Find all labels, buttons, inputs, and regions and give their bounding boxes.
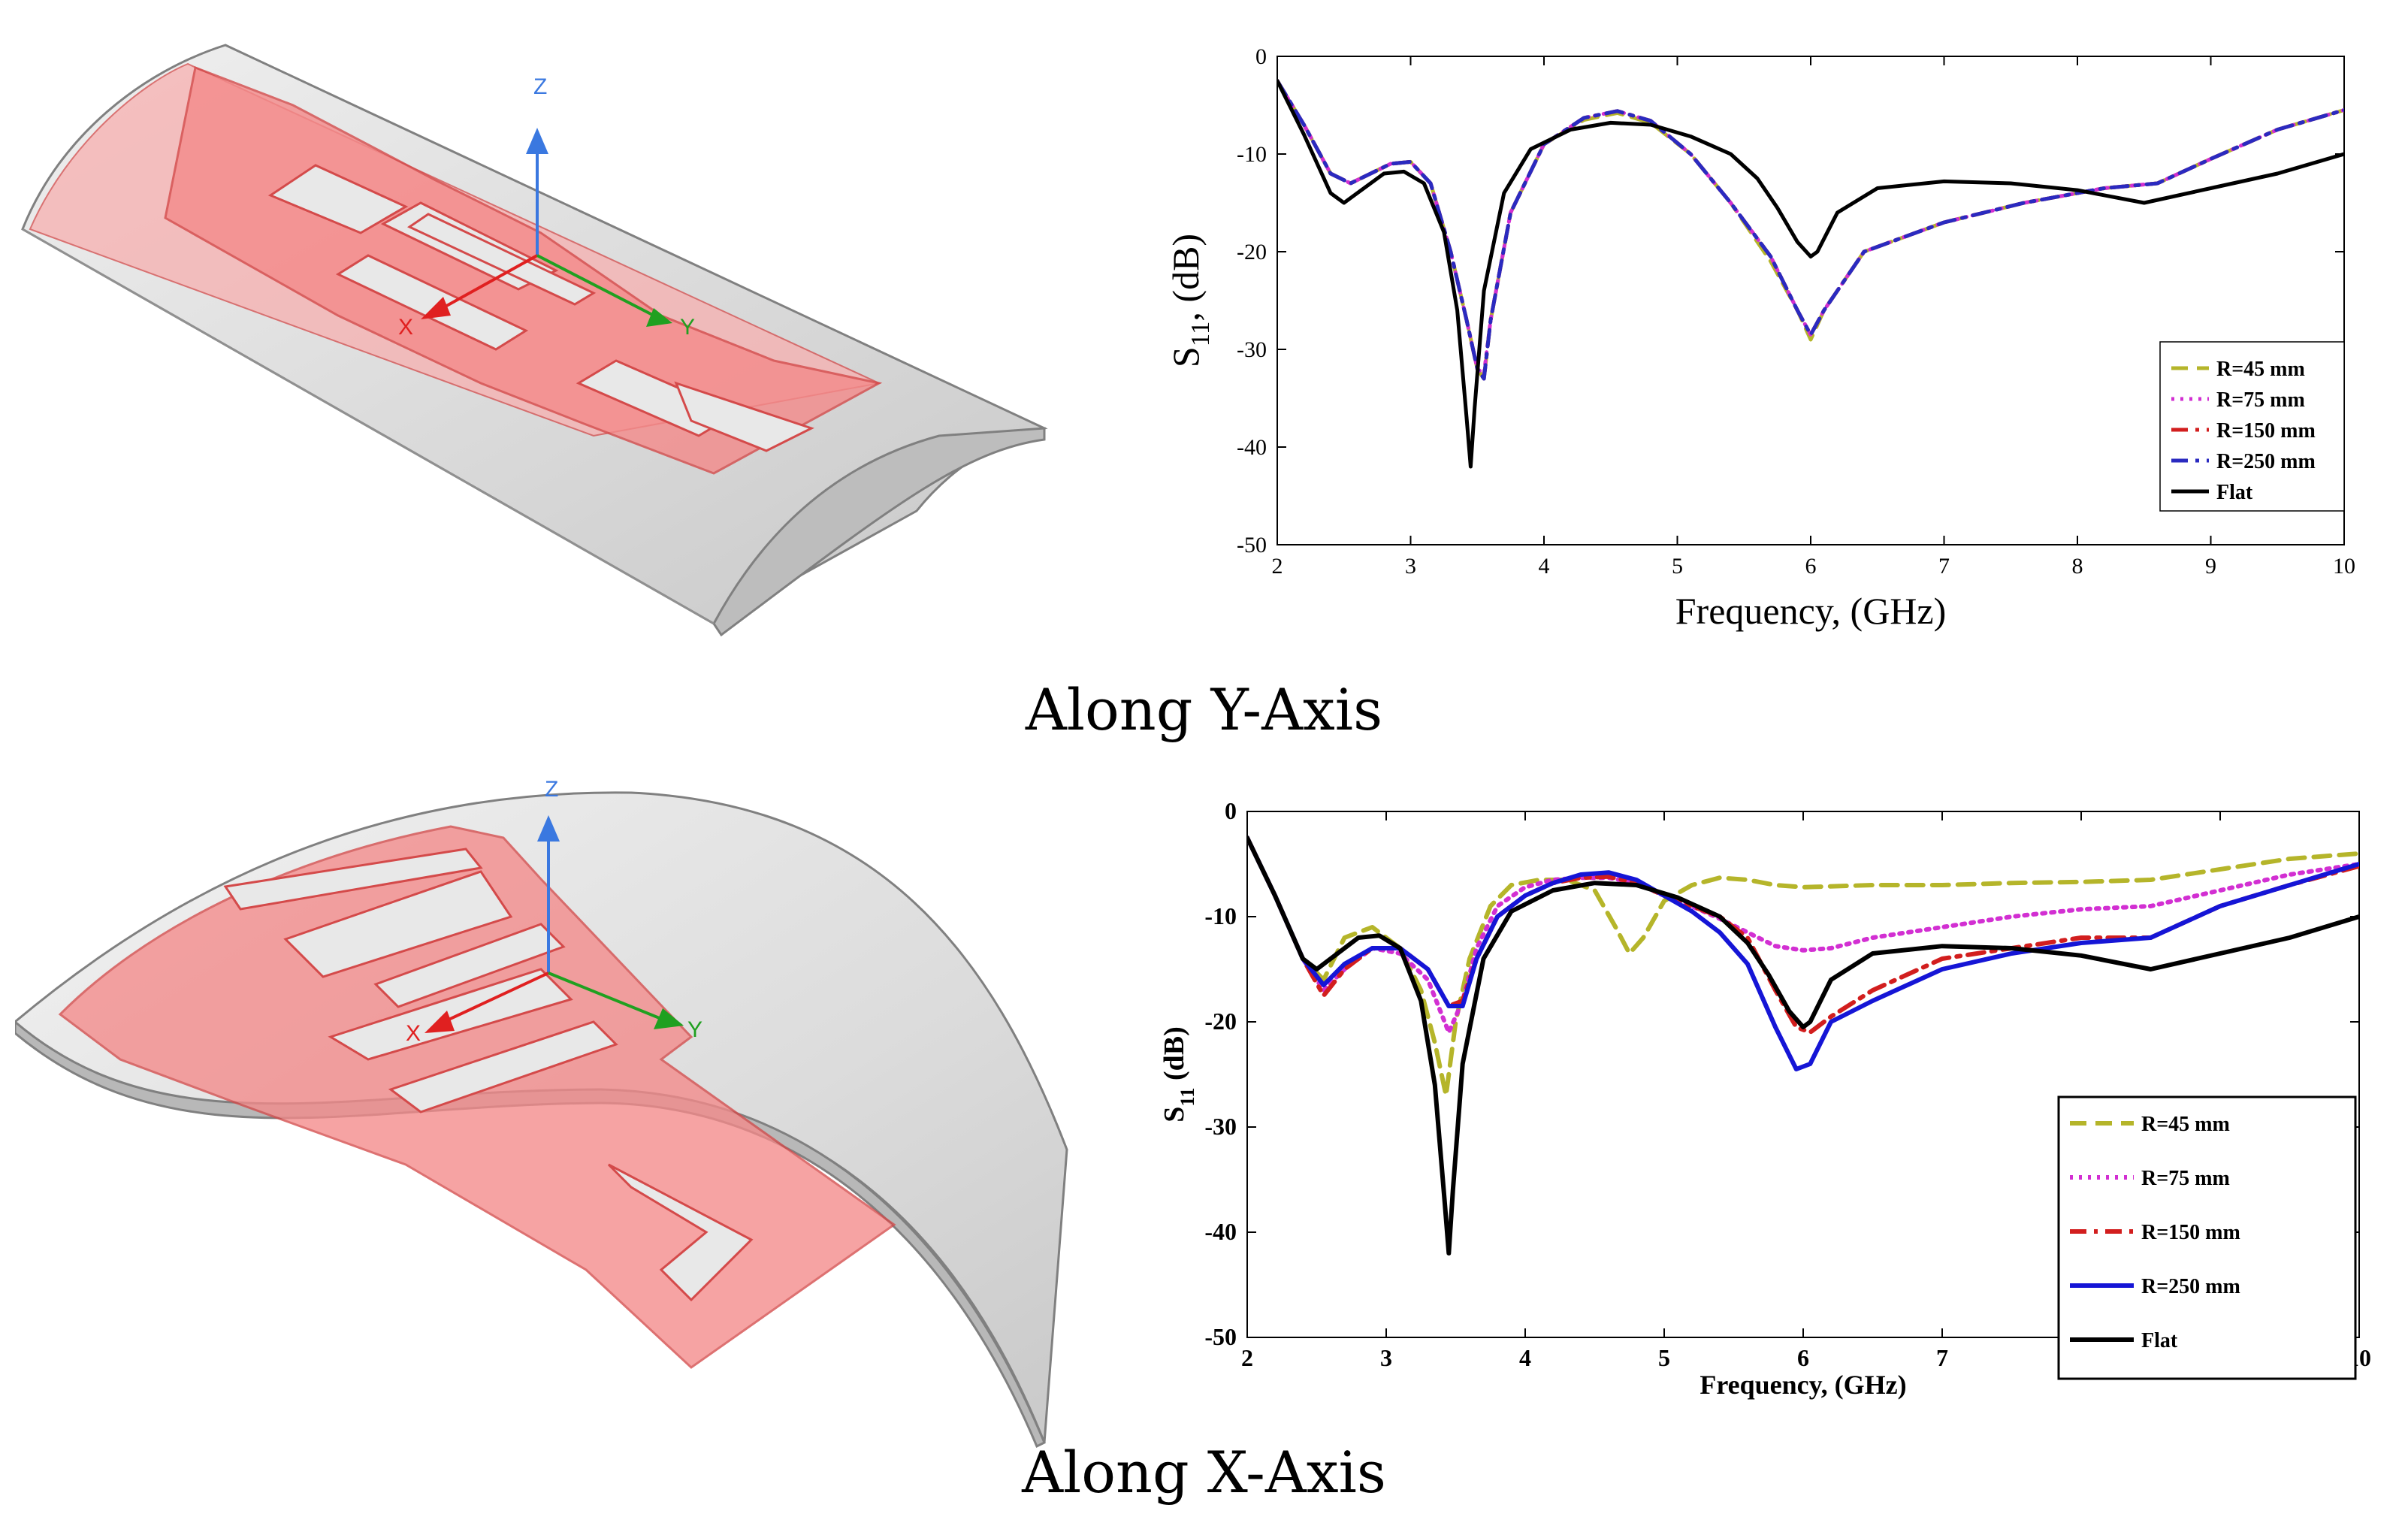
x-tick-label: 2 [1272, 554, 1283, 579]
legend-label: R=150 mm [2216, 419, 2316, 443]
x-tick-label: 6 [1805, 554, 1817, 579]
coordinate-axes: Z X Y [398, 74, 695, 340]
x-tick-label: 5 [1672, 554, 1683, 579]
x-tick-label: 6 [1797, 1344, 1809, 1371]
series-line-R150 [1247, 835, 2359, 1035]
substrate-edge [712, 427, 1046, 637]
y-tick-label: -30 [1204, 1113, 1237, 1140]
x-tick-label: 4 [1519, 1344, 1531, 1371]
coordinate-axes: Z X Y [406, 777, 702, 1046]
axis-label-x: X [406, 1021, 421, 1046]
series-line-Flat [1247, 835, 2359, 1256]
legend: R=45 mm R=75 mm R=150 mm R=250 mm Flat [2057, 1095, 2357, 1380]
x-tick-label: 7 [1938, 554, 1950, 579]
legend-label: R=150 mm [2141, 1221, 2240, 1244]
x-tick-label: 3 [1405, 554, 1416, 579]
y-tick-label: -10 [1237, 142, 1267, 167]
legend-label: R=75 mm [2216, 388, 2305, 412]
x-tick-label: 10 [2333, 554, 2355, 579]
y-tick-label: -50 [1204, 1323, 1237, 1350]
series-line-R250_top [1277, 79, 2344, 381]
x-tick-label: 7 [1936, 1344, 1948, 1371]
y-tick-label: -10 [1204, 902, 1237, 929]
x-axis-label: Frequency, (GHz) [1699, 1370, 1906, 1400]
y-tick-label: -40 [1237, 435, 1267, 460]
series-line-R250_bottom [1247, 835, 2359, 1071]
legend-box [2159, 341, 2345, 512]
x-tick-label: 3 [1380, 1344, 1392, 1371]
s11-chart-y-axis: 2 3 4 5 6 7 8 9 10 0 -10 -20 -30 -40 -50 Frequency, (GH… [1165, 44, 2355, 632]
y-axis-label: S11, (dB) [1165, 234, 1215, 367]
legend-label: R=45 mm [2216, 358, 2305, 381]
x-axis-label: Frequency, (GHz) [1675, 590, 1947, 632]
legend-label: R=250 mm [2141, 1275, 2240, 1298]
antenna-model-x-bend: Z X Y [15, 777, 1068, 1449]
x-tick-label: 8 [2072, 554, 2083, 579]
series-line-R75 [1247, 835, 2359, 1035]
x-tick-label: 2 [1241, 1344, 1253, 1371]
axis-label-y: Y [680, 315, 695, 340]
legend-label: R=45 mm [2141, 1113, 2230, 1136]
x-tick-label: 9 [2205, 554, 2216, 579]
y-tick-label: -40 [1204, 1218, 1237, 1245]
caption-along-x-axis: Along X-Axis [1022, 1439, 1386, 1506]
caption-along-y-axis: Along Y-Axis [1025, 676, 1383, 743]
y-tick-label: -30 [1237, 337, 1267, 362]
radiating-patch [29, 62, 883, 475]
radiating-patch [58, 825, 896, 1369]
series-line-Flat [1277, 79, 2344, 469]
y-tick-label: -20 [1204, 1008, 1237, 1035]
y-tick-label: 0 [1255, 44, 1267, 69]
legend-box [2057, 1095, 2357, 1380]
legend: R=45 mm R=75 mm R=150 mm R=250 mm Flat [2159, 341, 2345, 512]
substrate-front-edge [22, 228, 715, 625]
antenna-model-y-bend: Z X Y [21, 44, 1048, 637]
x-tick-label: 5 [1658, 1344, 1670, 1371]
y-tick-label: -20 [1237, 240, 1267, 264]
legend-label: Flat [2141, 1329, 2178, 1352]
legend-label: R=75 mm [2141, 1167, 2230, 1190]
x-tick-label: 4 [1539, 554, 1550, 579]
axis-label-y: Y [687, 1017, 702, 1042]
y-tick-label: -50 [1237, 533, 1267, 558]
y-axis-label: S11 (dB) [1159, 1026, 1198, 1123]
legend-label: R=250 mm [2216, 450, 2316, 473]
axis-label-z: Z [545, 777, 558, 802]
legend-label: Flat [2216, 481, 2253, 504]
y-tick-label: 0 [1225, 797, 1237, 824]
axis-label-x: X [398, 315, 413, 340]
axis-label-z: Z [533, 74, 547, 99]
series-line-R75 [1277, 79, 2344, 376]
